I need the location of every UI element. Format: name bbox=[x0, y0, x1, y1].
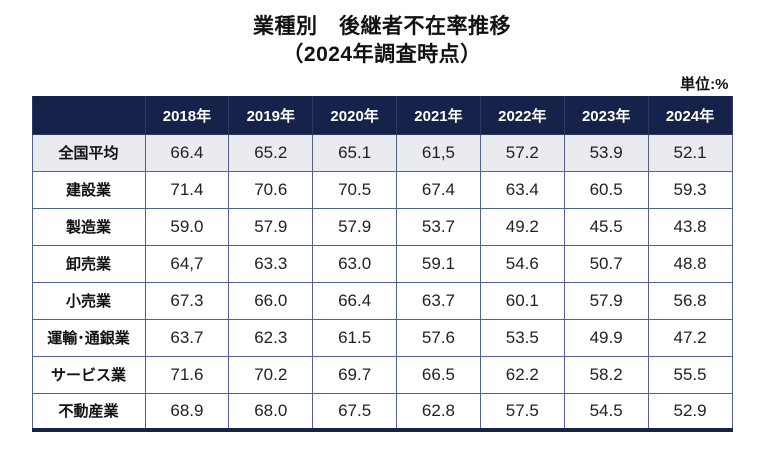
year-header-cell: 2024年 bbox=[647, 95, 733, 135]
value-cell: 52.1 bbox=[647, 133, 733, 172]
value-cell: 57.9 bbox=[312, 207, 398, 246]
table-header-row: 2018年 2019年 2020年 2021年 2022年 2023年 2024年 bbox=[31, 95, 733, 135]
table-row: 卸売業 64,7 63.3 63.0 59.1 54.6 50.7 48.8 bbox=[31, 244, 733, 283]
table-row: サービス業 71.6 70.2 69.7 66.5 62.2 58.2 55.5 bbox=[31, 355, 733, 394]
value-cell: 52.9 bbox=[647, 392, 733, 433]
value-cell: 68.9 bbox=[144, 392, 230, 433]
chart-title-line2: （2024年調査時点） bbox=[282, 43, 482, 67]
year-header-cell: 2023年 bbox=[563, 95, 649, 135]
value-cell: 53.9 bbox=[563, 133, 649, 172]
value-cell: 61.5 bbox=[312, 318, 398, 357]
value-cell: 55.5 bbox=[647, 355, 733, 394]
industry-rate-table: 2018年 2019年 2020年 2021年 2022年 2023年 2024年 全国平均… bbox=[31, 95, 733, 433]
table-row: 運輸･通銀業 63.7 62.3 61.5 57.6 53.5 49.9 47.2 bbox=[31, 318, 733, 357]
value-cell: 53.5 bbox=[479, 318, 565, 357]
value-cell: 57.9 bbox=[563, 281, 649, 320]
table-body: 全国平均 66.4 65.2 65.1 61,5 57.2 53.9 52.1 建設業 71.4 7… bbox=[31, 133, 733, 433]
row-label: 建設業 bbox=[31, 170, 146, 209]
value-cell: 67.5 bbox=[312, 392, 398, 433]
year-header-cell: 2019年 bbox=[228, 95, 314, 135]
chart-title: 業種別 後継者不在率推移 （2024年調査時点） bbox=[0, 0, 764, 70]
unit-label: 単位:% bbox=[680, 75, 729, 93]
value-cell: 67.4 bbox=[396, 170, 481, 209]
year-header-cell: 2018年 bbox=[144, 95, 230, 135]
table-row: 建設業 71.4 70.6 70.5 67.4 63.4 60.5 59.3 bbox=[31, 170, 733, 209]
value-cell: 59.0 bbox=[144, 207, 230, 246]
table-row: 小売業 67.3 66.0 66.4 63.7 60.1 57.9 56.8 bbox=[31, 281, 733, 320]
value-cell: 60.1 bbox=[479, 281, 565, 320]
value-cell: 65.1 bbox=[312, 133, 398, 172]
value-cell: 61,5 bbox=[396, 133, 481, 172]
corner-header-cell bbox=[31, 95, 146, 135]
row-label: 全国平均 bbox=[31, 133, 146, 172]
value-cell: 62.2 bbox=[479, 355, 565, 394]
value-cell: 47.2 bbox=[647, 318, 733, 357]
value-cell: 56.8 bbox=[647, 281, 733, 320]
value-cell: 57.6 bbox=[396, 318, 481, 357]
value-cell: 66.5 bbox=[396, 355, 481, 394]
row-label: 小売業 bbox=[31, 281, 146, 320]
value-cell: 63.3 bbox=[228, 244, 314, 283]
value-cell: 64,7 bbox=[144, 244, 230, 283]
value-cell: 59.3 bbox=[647, 170, 733, 209]
value-cell: 60.5 bbox=[563, 170, 649, 209]
row-label: 運輸･通銀業 bbox=[31, 318, 146, 357]
value-cell: 63.4 bbox=[479, 170, 565, 209]
chart-title-line1: 業種別 後継者不在率推移 bbox=[253, 15, 511, 38]
value-cell: 68.0 bbox=[228, 392, 314, 433]
year-header-cell: 2020年 bbox=[312, 95, 398, 135]
value-cell: 45.5 bbox=[563, 207, 649, 246]
value-cell: 70.5 bbox=[312, 170, 398, 209]
value-cell: 62.8 bbox=[396, 392, 481, 433]
row-label: サービス業 bbox=[31, 355, 146, 394]
value-cell: 59.1 bbox=[396, 244, 481, 283]
table-row: 製造業 59.0 57.9 57.9 53.7 49.2 45.5 43.8 bbox=[31, 207, 733, 246]
value-cell: 63.0 bbox=[312, 244, 398, 283]
value-cell: 70.2 bbox=[228, 355, 314, 394]
value-cell: 58.2 bbox=[563, 355, 649, 394]
row-label: 不動産業 bbox=[31, 392, 146, 433]
value-cell: 63.7 bbox=[396, 281, 481, 320]
value-cell: 48.8 bbox=[647, 244, 733, 283]
value-cell: 50.7 bbox=[563, 244, 649, 283]
value-cell: 57.2 bbox=[479, 133, 565, 172]
value-cell: 53.7 bbox=[396, 207, 481, 246]
value-cell: 62.3 bbox=[228, 318, 314, 357]
value-cell: 49.2 bbox=[479, 207, 565, 246]
value-cell: 54.6 bbox=[479, 244, 565, 283]
value-cell: 71.6 bbox=[144, 355, 230, 394]
value-cell: 57.5 bbox=[479, 392, 565, 433]
value-cell: 67.3 bbox=[144, 281, 230, 320]
table-row: 不動産業 68.9 68.0 67.5 62.8 57.5 54.5 52.9 bbox=[31, 392, 733, 433]
value-cell: 71.4 bbox=[144, 170, 230, 209]
value-cell: 66.0 bbox=[228, 281, 314, 320]
value-cell: 49.9 bbox=[563, 318, 649, 357]
value-cell: 43.8 bbox=[647, 207, 733, 246]
value-cell: 66.4 bbox=[312, 281, 398, 320]
row-label: 卸売業 bbox=[31, 244, 146, 283]
value-cell: 65.2 bbox=[228, 133, 314, 172]
value-cell: 66.4 bbox=[144, 133, 230, 172]
value-cell: 63.7 bbox=[144, 318, 230, 357]
year-header-cell: 2021年 bbox=[396, 95, 481, 135]
value-cell: 54.5 bbox=[563, 392, 649, 433]
value-cell: 70.6 bbox=[228, 170, 314, 209]
table-row: 全国平均 66.4 65.2 65.1 61,5 57.2 53.9 52.1 bbox=[31, 133, 733, 172]
value-cell: 57.9 bbox=[228, 207, 314, 246]
row-label: 製造業 bbox=[31, 207, 146, 246]
value-cell: 69.7 bbox=[312, 355, 398, 394]
year-header-cell: 2022年 bbox=[479, 95, 565, 135]
